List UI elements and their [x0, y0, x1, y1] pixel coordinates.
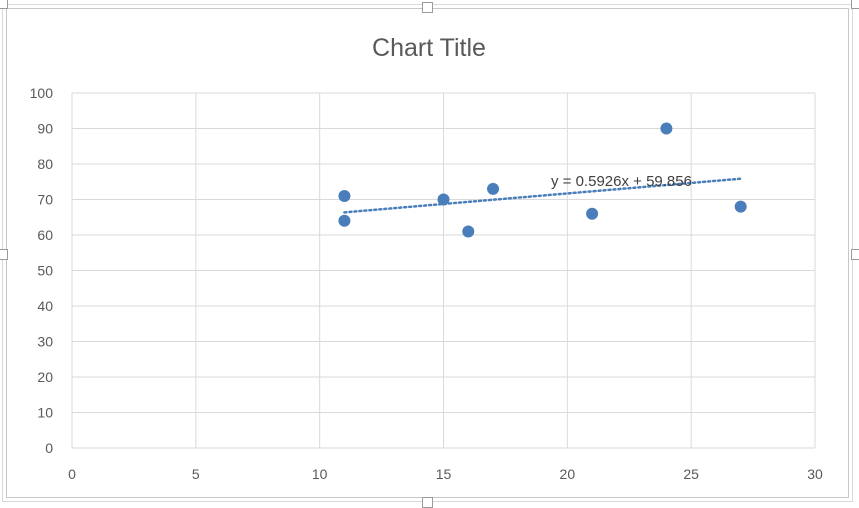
resize-handle-middle-left[interactable]: [0, 249, 8, 260]
resize-handle-top-right[interactable]: [851, 0, 859, 9]
chart-title[interactable]: Chart Title: [372, 34, 486, 62]
y-tick-label-60: 60: [37, 227, 53, 243]
data-point-7[interactable]: [660, 122, 673, 135]
y-tick-label-100: 100: [30, 85, 54, 101]
data-point-6[interactable]: [586, 207, 599, 220]
y-tick-label-40: 40: [37, 298, 53, 314]
x-tick-label-20: 20: [560, 466, 576, 482]
y-tick-label-50: 50: [37, 263, 53, 279]
x-tick-label-0: 0: [68, 466, 76, 482]
gridlines: [71, 92, 816, 449]
x-tick-label-15: 15: [436, 466, 452, 482]
y-tick-label-0: 0: [45, 440, 53, 456]
trendline-equation[interactable]: y = 0.5926x + 59.856: [551, 173, 692, 190]
data-point-1[interactable]: [338, 189, 351, 202]
resize-handle-middle-right[interactable]: [851, 249, 859, 260]
resize-handle-top-left[interactable]: [0, 0, 8, 9]
data-point-4[interactable]: [462, 225, 475, 238]
data-point-3[interactable]: [437, 193, 450, 206]
data-point-5[interactable]: [487, 182, 500, 195]
y-axis-tick-labels: 0 10 20 30 40 50 60 70 80 90 100: [30, 85, 54, 456]
data-point-2[interactable]: [338, 214, 351, 227]
x-tick-label-10: 10: [312, 466, 328, 482]
trendline-group[interactable]: [343, 177, 742, 214]
y-tick-label-30: 30: [37, 334, 53, 350]
x-tick-label-25: 25: [683, 466, 699, 482]
y-tick-label-90: 90: [37, 121, 53, 137]
trendline[interactable]: [343, 177, 742, 214]
y-tick-label-10: 10: [37, 405, 53, 421]
x-tick-label-30: 30: [807, 466, 823, 482]
y-tick-label-20: 20: [37, 369, 53, 385]
data-points[interactable]: [338, 122, 747, 238]
data-point-8[interactable]: [734, 200, 747, 213]
y-tick-label-80: 80: [37, 156, 53, 172]
resize-handle-top-center[interactable]: [422, 2, 433, 13]
x-tick-label-5: 5: [192, 466, 200, 482]
x-axis-tick-labels: 0 5 10 15 20 25 30: [68, 466, 823, 482]
y-tick-label-70: 70: [37, 192, 53, 208]
